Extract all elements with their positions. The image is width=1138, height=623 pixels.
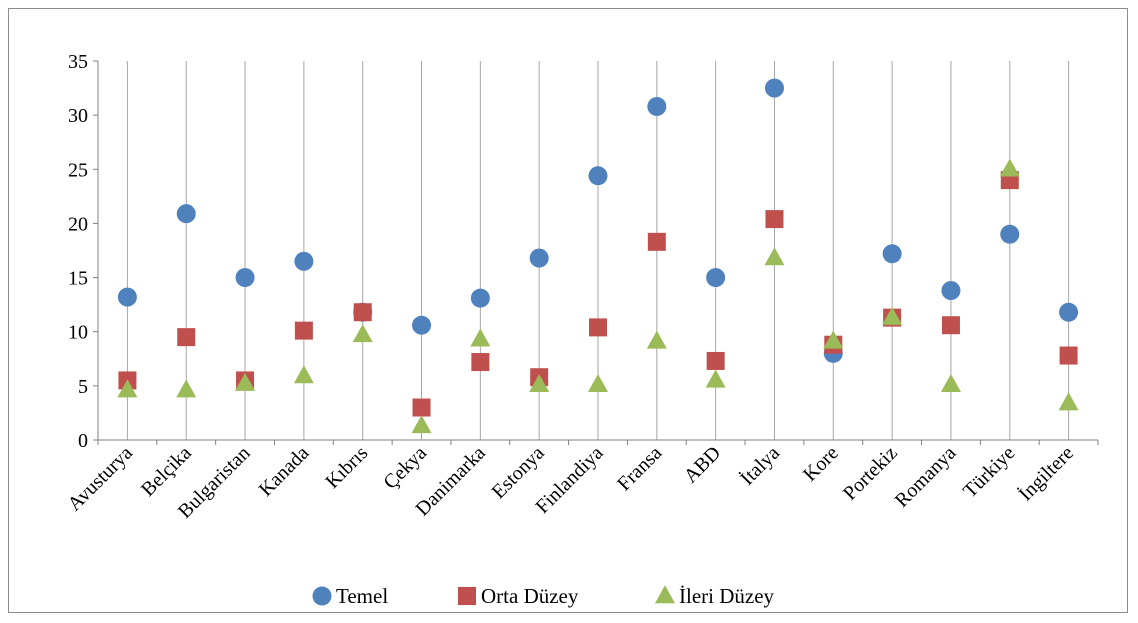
marker-circle — [117, 287, 137, 307]
legend: Temel Orta Düzey İleri Düzey — [312, 584, 775, 608]
x-tick-label: İtalya — [736, 441, 785, 490]
legend-marker-square — [458, 587, 476, 605]
marker-circle — [470, 288, 490, 308]
marker-triangle — [117, 379, 138, 398]
marker-square — [412, 398, 431, 417]
marker-triangle — [882, 306, 903, 325]
chart-frame: 0 5 10 15 20 25 30 35 Avusturya Belçika Bulgarist… — [8, 8, 1128, 613]
x-tick-label: Romanya — [891, 442, 961, 512]
marker-triangle — [411, 415, 432, 434]
legend-label: Orta Düzey — [481, 584, 579, 608]
y-tick-label: 35 — [68, 51, 88, 73]
data-markers — [117, 78, 1079, 434]
marker-square — [471, 353, 490, 372]
marker-square — [765, 210, 784, 229]
marker-triangle — [705, 369, 726, 388]
scatter-chart: 0 5 10 15 20 25 30 35 Avusturya BelçikaBulgarist… — [64, 51, 1099, 608]
marker-square — [941, 316, 960, 335]
marker-triangle — [293, 365, 314, 384]
marker-square — [647, 232, 666, 251]
marker-triangle — [764, 247, 785, 266]
marker-triangle — [235, 372, 256, 391]
x-tick-label: Avusturya — [64, 442, 138, 516]
marker-triangle — [529, 373, 550, 392]
marker-square — [706, 351, 725, 370]
axes — [93, 60, 1099, 445]
marker-square — [294, 321, 313, 340]
x-tick-label: Belçika — [137, 442, 196, 501]
x-tick-label: İngiltere — [1014, 441, 1078, 505]
marker-triangle — [352, 324, 373, 343]
marker-triangle — [470, 328, 491, 347]
marker-circle — [1059, 302, 1079, 322]
marker-triangle — [1058, 392, 1079, 411]
legend-marker-circle — [312, 586, 332, 606]
x-tick-label: Çekya — [379, 442, 431, 494]
legend-label: İleri Düzey — [679, 584, 775, 608]
marker-circle — [294, 251, 314, 271]
y-tick-labels: 0 5 10 15 20 25 30 35 — [68, 51, 88, 452]
x-tick-label: Türkiye — [959, 442, 1019, 502]
x-tick-label: Kanada — [255, 442, 314, 501]
marker-circle — [529, 248, 549, 268]
marker-triangle — [588, 373, 608, 392]
y-tick-label: 10 — [68, 322, 88, 344]
marker-square — [353, 303, 372, 322]
y-tick-label: 5 — [78, 376, 88, 398]
legend-label: Temel — [336, 584, 388, 608]
marker-square — [177, 328, 196, 347]
y-tick-label: 30 — [68, 105, 88, 127]
marker-circle — [764, 78, 784, 98]
marker-circle — [706, 268, 726, 288]
marker-circle — [941, 281, 961, 301]
x-tick-label: Kıbrıs — [321, 442, 372, 493]
y-tick-label: 20 — [68, 213, 88, 235]
marker-triangle — [646, 330, 667, 349]
y-tick-label: 15 — [68, 268, 88, 290]
marker-triangle — [940, 373, 961, 392]
y-tick-label: 0 — [78, 430, 88, 452]
marker-triangle — [823, 330, 844, 349]
marker-triangle — [999, 158, 1020, 177]
y-tick-label: 25 — [68, 159, 88, 181]
marker-circle — [176, 204, 196, 224]
marker-circle — [647, 96, 667, 116]
marker-circle — [235, 268, 255, 288]
marker-circle — [882, 244, 902, 264]
x-tick-label: ABD — [680, 442, 725, 487]
marker-triangle — [176, 379, 197, 398]
marker-square — [1059, 346, 1078, 365]
legend-marker-triangle — [655, 585, 675, 604]
marker-circle — [412, 315, 432, 335]
x-tick-label: Kore — [799, 442, 843, 486]
marker-square — [589, 318, 607, 337]
marker-circle — [588, 166, 608, 186]
marker-circle — [1000, 224, 1020, 244]
x-tick-label: Fransa — [613, 442, 666, 495]
